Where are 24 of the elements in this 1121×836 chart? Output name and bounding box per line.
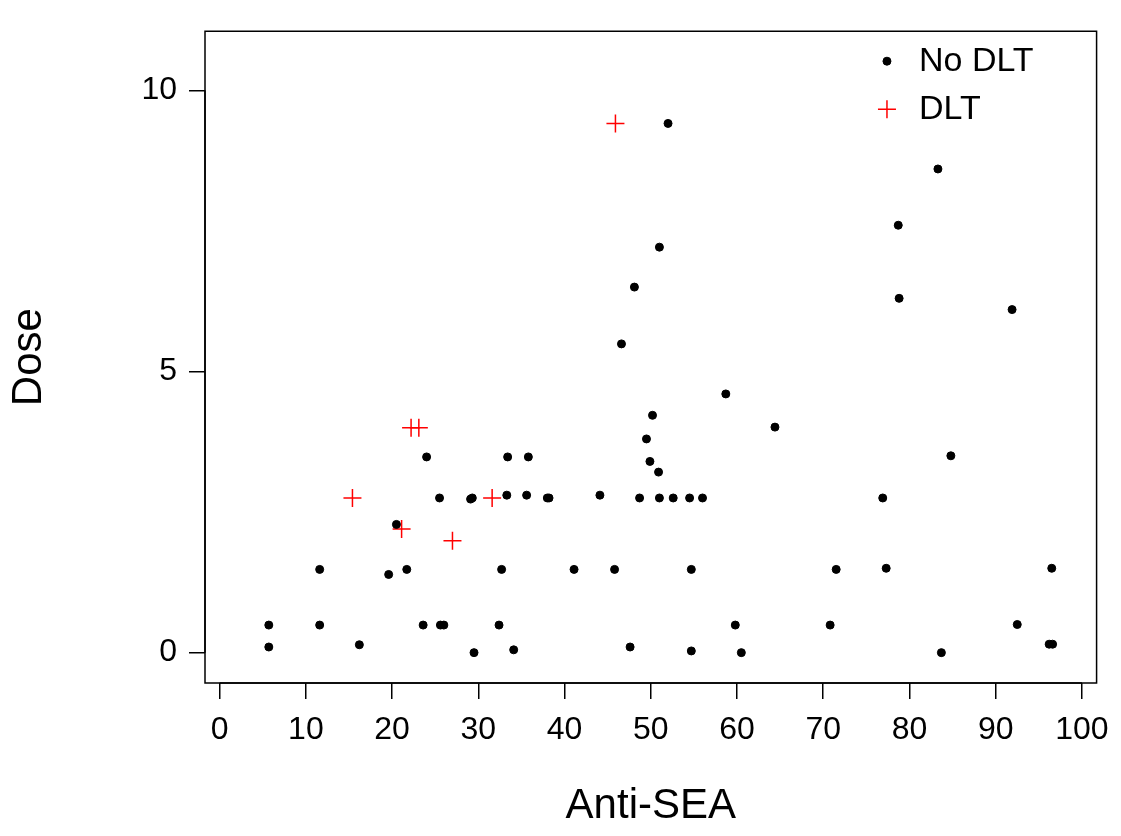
x-tick-label: 30 bbox=[460, 710, 497, 747]
x-tick-label: 50 bbox=[633, 710, 669, 747]
point bbox=[605, 113, 626, 134]
x-tick-label: 80 bbox=[891, 710, 928, 747]
y-tick-label: 0 bbox=[159, 632, 177, 669]
point bbox=[391, 519, 412, 539]
y-tick-label: 5 bbox=[159, 351, 177, 388]
x-tick-label: 20 bbox=[374, 710, 410, 747]
x-tick-label: 10 bbox=[288, 710, 324, 747]
point bbox=[482, 488, 502, 508]
point bbox=[342, 488, 363, 508]
x-tick-label: 0 bbox=[210, 710, 229, 747]
point bbox=[442, 530, 463, 551]
x-tick-label: 100 bbox=[1055, 710, 1109, 747]
y-axis-title: Dose bbox=[2, 308, 50, 407]
legend-label: DLT bbox=[918, 87, 981, 126]
legend-label: No DLT bbox=[918, 39, 1034, 78]
x-tick-label: 90 bbox=[977, 710, 1014, 747]
y-tick-label: 10 bbox=[141, 70, 177, 107]
x-tick-label: 60 bbox=[719, 710, 755, 747]
x-axis-title: Anti-SEA bbox=[565, 780, 736, 828]
point bbox=[409, 417, 429, 438]
x-tick-label: 70 bbox=[805, 710, 842, 747]
x-tick-label: 40 bbox=[546, 710, 583, 747]
